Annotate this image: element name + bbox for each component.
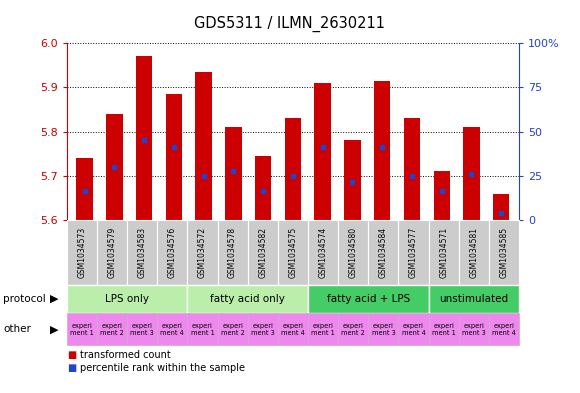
Text: ▶: ▶ [50,294,59,304]
Bar [195,72,212,220]
Text: experi
ment 2: experi ment 2 [341,323,365,336]
Text: GSM1034580: GSM1034580 [349,227,358,278]
Text: fatty acid only: fatty acid only [210,294,285,304]
Text: GSM1034581: GSM1034581 [469,227,478,278]
Bar [166,94,182,220]
Text: fatty acid + LPS: fatty acid + LPS [327,294,410,304]
Bar [345,140,361,220]
Bar [433,171,450,220]
Text: ■: ■ [67,363,76,373]
Text: experi
ment 2: experi ment 2 [220,323,245,336]
Text: experi
ment 1: experi ment 1 [70,323,93,336]
Text: experi
ment 1: experi ment 1 [311,323,335,336]
Bar [136,57,153,220]
Text: experi
ment 4: experi ment 4 [401,323,426,336]
Bar [225,127,241,220]
Text: experi
ment 3: experi ment 3 [130,323,154,336]
Text: experi
ment 3: experi ment 3 [462,323,485,336]
Bar [374,81,390,220]
Text: GSM1034584: GSM1034584 [379,227,388,278]
Text: GSM1034577: GSM1034577 [409,227,418,278]
Text: other: other [3,324,31,334]
Text: LPS only: LPS only [105,294,149,304]
Text: GSM1034579: GSM1034579 [107,227,117,278]
Text: experi
ment 3: experi ment 3 [251,323,274,336]
Text: unstimulated: unstimulated [439,294,509,304]
Text: GSM1034585: GSM1034585 [499,227,509,278]
Bar [314,83,331,220]
Bar [285,118,301,220]
Text: experi
ment 1: experi ment 1 [432,323,455,336]
Text: experi
ment 4: experi ment 4 [492,323,516,336]
Text: GDS5311 / ILMN_2630211: GDS5311 / ILMN_2630211 [194,16,386,32]
Text: protocol: protocol [3,294,46,304]
Text: ■: ■ [67,350,76,360]
Text: experi
ment 4: experi ment 4 [160,323,184,336]
Text: GSM1034572: GSM1034572 [198,227,207,278]
Text: experi
ment 2: experi ment 2 [100,323,124,336]
Text: ▶: ▶ [50,324,59,334]
Text: experi
ment 4: experi ment 4 [281,323,305,336]
Text: experi
ment 1: experi ment 1 [191,323,214,336]
Text: transformed count: transformed count [80,350,171,360]
Text: percentile rank within the sample: percentile rank within the sample [80,363,245,373]
Bar [255,156,271,220]
Text: GSM1034571: GSM1034571 [439,227,448,278]
Bar [493,193,509,220]
Text: experi
ment 3: experi ment 3 [372,323,395,336]
Text: GSM1034574: GSM1034574 [318,227,328,278]
Text: GSM1034582: GSM1034582 [258,227,267,278]
Text: GSM1034576: GSM1034576 [168,227,177,278]
Bar [77,158,93,220]
Bar [463,127,480,220]
Bar [106,114,122,220]
Text: GSM1034575: GSM1034575 [288,227,298,278]
Text: GSM1034578: GSM1034578 [228,227,237,278]
Bar [404,118,420,220]
Text: GSM1034573: GSM1034573 [77,227,86,278]
Text: GSM1034583: GSM1034583 [137,227,147,278]
